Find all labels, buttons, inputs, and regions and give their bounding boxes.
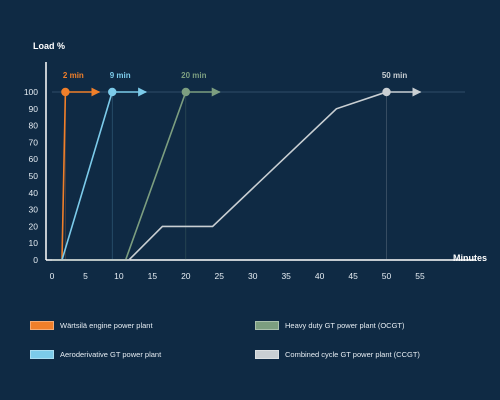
series-marker: [181, 87, 191, 97]
x-tick-label: 55: [415, 271, 425, 281]
x-tick-label: 0: [50, 271, 55, 281]
legend-swatch: [30, 350, 54, 359]
y-tick-label: 10: [29, 238, 39, 248]
legend-swatch: [255, 350, 279, 359]
x-axis-label: Minutes: [453, 253, 487, 263]
legend-swatch: [30, 321, 54, 330]
x-tick-label: 5: [83, 271, 88, 281]
series-marker: [61, 87, 70, 97]
series-marker: [108, 87, 117, 97]
legend-swatch: [255, 321, 279, 330]
x-tick-label: 35: [281, 271, 291, 281]
legend-label: Wärtsilä engine power plant: [60, 321, 153, 330]
x-tick-label: 30: [248, 271, 258, 281]
legend-item-wartsila: Wärtsilä engine power plant: [30, 321, 153, 330]
series-line: [52, 91, 387, 261]
x-tick-label: 15: [148, 271, 158, 281]
legend-label: Combined cycle GT power plant (CCGT): [285, 350, 420, 359]
x-tick-label: 40: [315, 271, 325, 281]
y-tick-label: 50: [29, 171, 39, 181]
legend-label: Heavy duty GT power plant (OCGT): [285, 321, 405, 330]
series-line: [52, 91, 187, 261]
legend-item-aeroderivative: Aeroderivative GT power plant: [30, 350, 161, 359]
y-tick-label: 30: [29, 205, 39, 215]
series-annotation: 20 min: [181, 71, 206, 80]
y-tick-label: 90: [29, 104, 39, 114]
series-annotation: 9 min: [110, 71, 131, 80]
x-tick-label: 20: [181, 271, 191, 281]
x-tick-label: 25: [215, 271, 225, 281]
y-tick-label: 40: [29, 188, 39, 198]
series-marker: [382, 87, 391, 97]
legend-label: Aeroderivative GT power plant: [60, 350, 162, 359]
y-tick-label: 80: [29, 121, 39, 131]
y-tick-label: 20: [29, 221, 39, 231]
legend-item-ccgt: Combined cycle GT power plant (CCGT): [255, 350, 420, 359]
x-tick-label: 50: [382, 271, 392, 281]
x-tick-label: 45: [348, 271, 358, 281]
y-tick-label: 0: [33, 255, 38, 265]
y-axis-label: Load %: [33, 41, 65, 51]
series-annotation: 2 min: [63, 71, 84, 80]
series-line: [52, 91, 67, 261]
y-tick-label: 60: [29, 154, 39, 164]
legend-item-ocgt: Heavy duty GT power plant (OCGT): [255, 321, 404, 330]
x-tick-label: 10: [114, 271, 124, 281]
y-tick-label: 70: [29, 137, 39, 147]
y-tick-label: 100: [24, 87, 38, 97]
series-annotation: 50 min: [382, 71, 407, 80]
series-line: [52, 91, 113, 261]
